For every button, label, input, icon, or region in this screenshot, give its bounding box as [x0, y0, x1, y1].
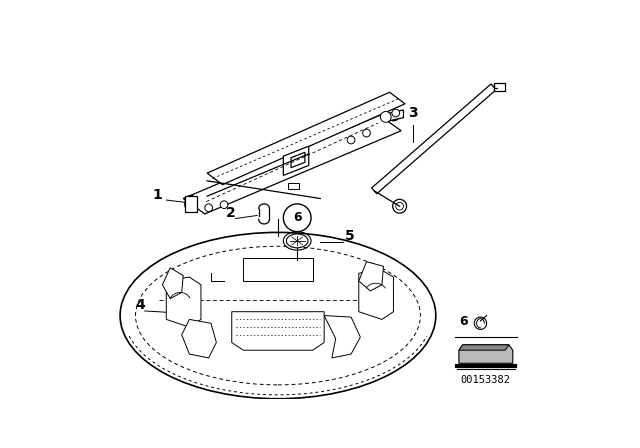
Polygon shape — [163, 268, 183, 299]
Polygon shape — [459, 345, 509, 350]
Text: 1: 1 — [152, 188, 162, 202]
Ellipse shape — [185, 195, 197, 212]
Text: 5: 5 — [345, 229, 355, 243]
Polygon shape — [359, 262, 383, 291]
Polygon shape — [359, 269, 394, 319]
Polygon shape — [207, 92, 405, 185]
Polygon shape — [386, 110, 403, 121]
Polygon shape — [232, 312, 324, 350]
Text: 00153382: 00153382 — [460, 375, 511, 385]
Circle shape — [393, 199, 406, 213]
Circle shape — [380, 112, 391, 122]
Ellipse shape — [388, 113, 399, 121]
Polygon shape — [284, 146, 308, 176]
Ellipse shape — [120, 233, 436, 399]
Polygon shape — [459, 345, 513, 363]
Text: 6: 6 — [459, 315, 468, 328]
Circle shape — [474, 317, 486, 329]
Text: 3: 3 — [408, 106, 417, 120]
Circle shape — [205, 204, 212, 211]
Polygon shape — [288, 183, 299, 189]
Polygon shape — [182, 319, 216, 358]
Text: 4: 4 — [136, 298, 145, 312]
Circle shape — [392, 109, 399, 117]
Polygon shape — [493, 83, 505, 91]
Circle shape — [348, 136, 355, 144]
Circle shape — [220, 201, 228, 208]
Polygon shape — [183, 116, 401, 214]
Text: 6: 6 — [293, 211, 301, 224]
Polygon shape — [166, 277, 201, 327]
Circle shape — [284, 204, 311, 232]
Polygon shape — [243, 258, 312, 281]
Polygon shape — [185, 196, 197, 211]
Polygon shape — [291, 152, 305, 168]
Polygon shape — [324, 315, 360, 358]
Ellipse shape — [287, 234, 308, 248]
Circle shape — [363, 129, 371, 137]
Polygon shape — [372, 84, 496, 194]
Text: 2: 2 — [227, 206, 236, 220]
